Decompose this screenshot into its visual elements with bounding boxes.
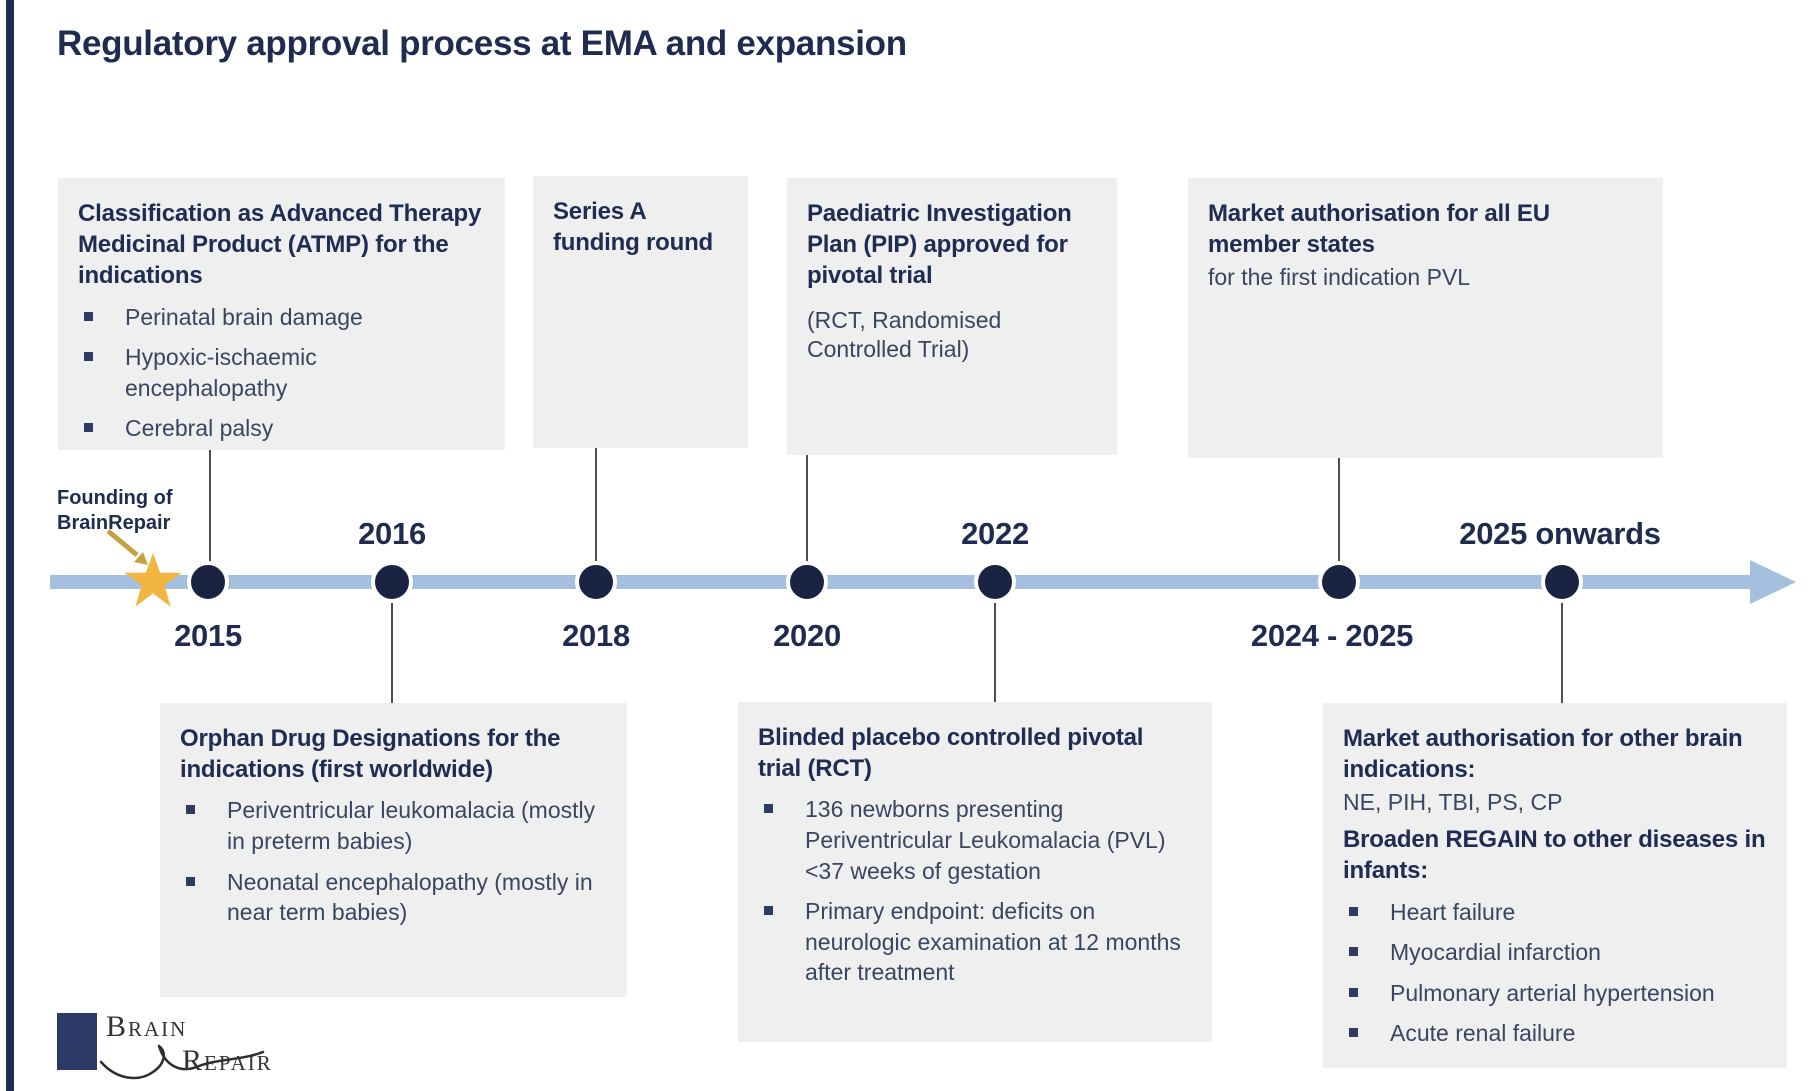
event-box-atmp-bullets: Perinatal brain damage Hypoxic-ischaemic… — [78, 302, 485, 444]
event-box-atmp-title: Classification as Advanced Therapy Medic… — [78, 200, 482, 290]
event-box-rct-trial: Blinded placebo controlled pivotal trial… — [738, 702, 1212, 1042]
timeline-dot-2024-2025 — [1318, 561, 1360, 603]
event-box-orphan-drug-bullets: Periventricular leukomalacia (mostly in … — [180, 795, 607, 927]
logo-swoosh-icon — [99, 1044, 265, 1080]
bullet-text: Myocardial infarction — [1390, 939, 1601, 966]
event-box-pip: Paediatric Investigation Plan (PIP) appr… — [787, 178, 1117, 455]
event-box-market-auth-eu: Market authorisation for all EU member s… — [1188, 178, 1663, 458]
connector-line — [806, 455, 808, 563]
timeline-arrowhead-icon — [1750, 560, 1796, 604]
bullet-square-icon — [84, 423, 93, 433]
bullet-text: Acute renal failure — [1390, 1020, 1576, 1047]
event-box-series-a-title: Series A funding round — [553, 198, 714, 257]
connector-line — [209, 450, 211, 563]
event-box-market-auth-eu-title: Market authorisation for all EU member s… — [1208, 200, 1550, 259]
event-box-market-auth-other-bullets: Heart failure Myocardial infarction Pulm… — [1343, 897, 1767, 1049]
bullet-square-icon — [764, 906, 773, 916]
founding-star-icon — [124, 553, 182, 607]
event-box-orphan-drug: Orphan Drug Designations for the indicat… — [160, 703, 627, 997]
bullet-text: Cerebral palsy — [125, 415, 274, 442]
brand-logo: Brain Repair — [57, 1008, 317, 1083]
event-box-market-auth-other-subtitle: NE, PIH, TBI, PS, CP — [1343, 789, 1563, 816]
event-box-rct-trial-bullets: 136 newborns presenting Periventricular … — [758, 794, 1192, 987]
bullet-text: Heart failure — [1390, 898, 1516, 925]
year-label-2018: 2018 — [562, 618, 630, 653]
connector-line — [595, 448, 597, 563]
event-box-atmp: Classification as Advanced Therapy Medic… — [58, 178, 505, 450]
bullet-item: Primary endpoint: deficits on neurologic… — [758, 896, 1192, 988]
bullet-square-icon — [1349, 987, 1358, 997]
connector-line — [994, 601, 996, 702]
connector-line — [391, 601, 393, 703]
bullet-item: Cerebral palsy — [78, 413, 485, 444]
founding-label-line2: BrainRepair — [57, 512, 171, 534]
year-label-2025-onwards: 2025 onwards — [1459, 516, 1661, 551]
logo-square-icon — [57, 1013, 97, 1070]
year-label-2016: 2016 — [358, 516, 426, 551]
bullet-text: Pulmonary arterial hypertension — [1390, 979, 1715, 1006]
bullet-square-icon — [1349, 1028, 1358, 1038]
bullet-square-icon — [764, 804, 773, 814]
connector-line — [1561, 601, 1563, 703]
year-label-2020: 2020 — [773, 618, 841, 653]
timeline-dot-2022 — [974, 561, 1016, 603]
logo-text-brain: Brain — [106, 1010, 188, 1043]
bullet-text: Hypoxic-ischaemic encephalopathy — [125, 344, 317, 401]
left-accent-bar — [6, 0, 14, 1091]
bullet-item: Neonatal encephalopathy (mostly in near … — [180, 867, 607, 928]
timeline-dot-2018 — [575, 561, 617, 603]
bullet-item: Pulmonary arterial hypertension — [1343, 978, 1767, 1009]
bullet-square-icon — [84, 311, 93, 321]
bullet-item: Acute renal failure — [1343, 1018, 1767, 1049]
connector-line — [1338, 458, 1340, 563]
event-box-pip-subtitle: (RCT, Randomised Controlled Trial) — [807, 306, 1002, 363]
bullet-item: Heart failure — [1343, 897, 1767, 928]
year-label-2024-2025: 2024 - 2025 — [1250, 618, 1414, 653]
founding-label-line1: Founding of — [57, 487, 173, 509]
timeline-line — [50, 575, 1755, 589]
event-box-broaden-regain-title: Broaden REGAIN to other diseases in infa… — [1343, 826, 1766, 885]
timeline-dot-2016 — [371, 561, 413, 603]
year-label-2022: 2022 — [961, 516, 1029, 551]
bullet-text: Periventricular leukomalacia (mostly in … — [227, 797, 596, 854]
logo-text-repair: Repair — [182, 1044, 273, 1077]
bullet-text: Perinatal brain damage — [125, 303, 363, 330]
event-box-rct-trial-title: Blinded placebo controlled pivotal trial… — [758, 724, 1144, 783]
bullet-square-icon — [1349, 947, 1358, 957]
bullet-item: Hypoxic-ischaemic encephalopathy — [78, 342, 485, 403]
event-box-orphan-drug-title: Orphan Drug Designations for the indicat… — [180, 725, 561, 784]
bullet-item: Perinatal brain damage — [78, 302, 485, 333]
event-box-series-a: Series A funding round — [533, 176, 748, 448]
bullet-item: 136 newborns presenting Periventricular … — [758, 794, 1192, 886]
bullet-text: Primary endpoint: deficits on neurologic… — [805, 898, 1181, 986]
bullet-item: Periventricular leukomalacia (mostly in … — [180, 795, 607, 856]
bullet-text: Neonatal encephalopathy (mostly in near … — [227, 868, 593, 926]
timeline-dot-2020 — [786, 561, 828, 603]
page-title: Regulatory approval process at EMA and e… — [57, 24, 907, 63]
bullet-square-icon — [84, 352, 93, 362]
bullet-square-icon — [186, 876, 195, 886]
year-label-2015: 2015 — [174, 618, 242, 653]
event-box-market-auth-eu-subtitle: for the first indication PVL — [1208, 264, 1471, 291]
founding-arrow-icon — [106, 529, 148, 565]
event-box-pip-title: Paediatric Investigation Plan (PIP) appr… — [807, 200, 1072, 290]
bullet-square-icon — [186, 805, 195, 815]
bullet-square-icon — [1349, 906, 1358, 916]
event-box-market-auth-other: Market authorisation for other brain ind… — [1323, 703, 1787, 1068]
timeline-dot-2025-onwards — [1541, 561, 1583, 603]
bullet-item: Myocardial infarction — [1343, 937, 1767, 968]
founding-label: Founding of BrainRepair — [57, 486, 173, 536]
bullet-text: 136 newborns presenting Periventricular … — [805, 796, 1166, 884]
timeline-dot-2015 — [187, 561, 229, 603]
event-box-market-auth-other-title: Market authorisation for other brain ind… — [1343, 725, 1743, 784]
